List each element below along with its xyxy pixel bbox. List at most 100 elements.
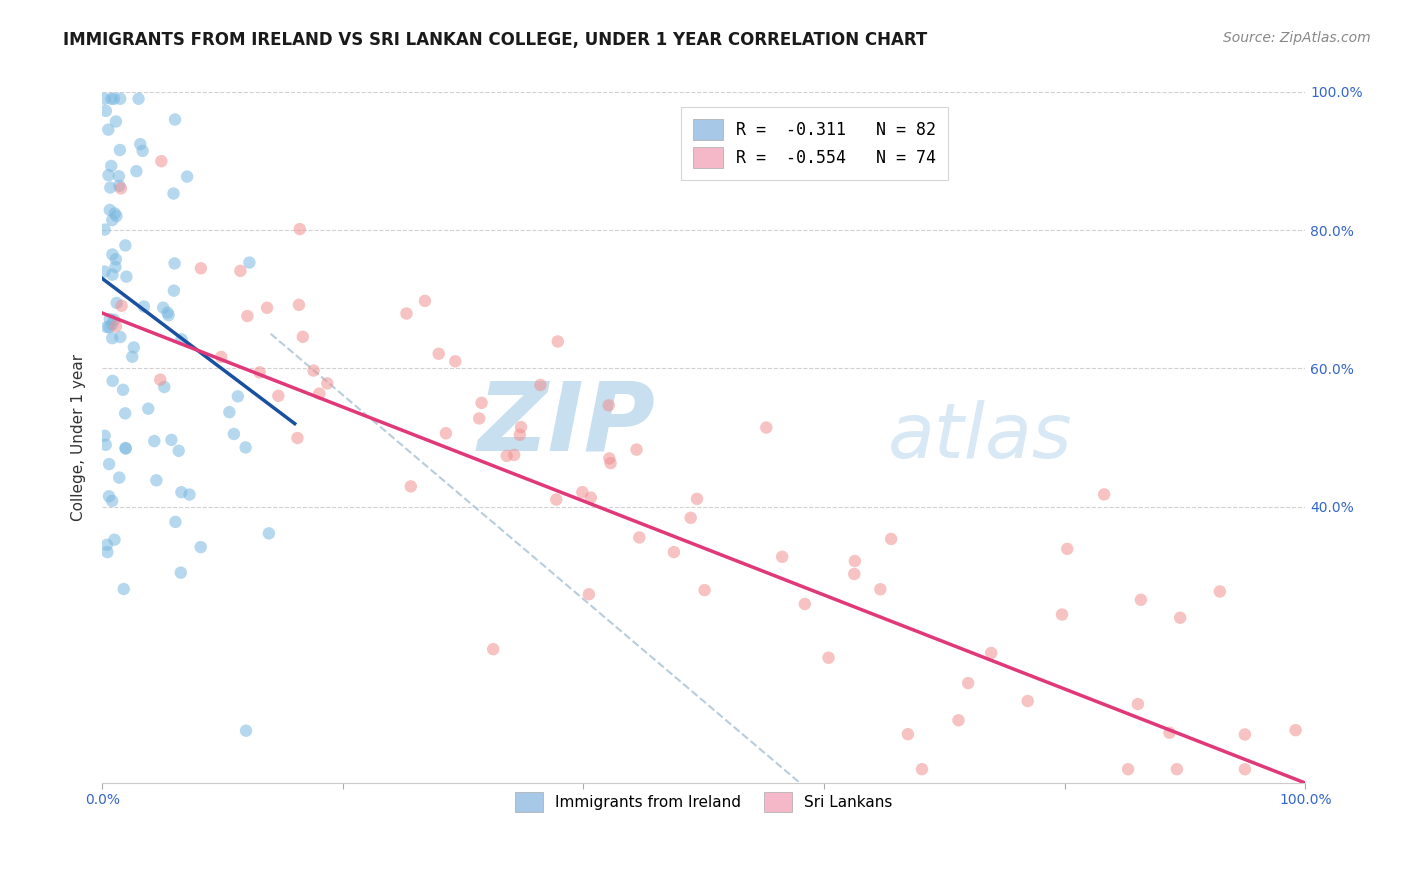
Point [136,401,159,416]
Point [93,428,115,442]
Point [101,247,124,261]
Point [628,531,651,545]
Point [110,181,132,195]
Point [165,515,187,529]
Text: ZIP: ZIP [478,377,655,470]
Point [869,582,891,597]
Point [108,470,131,484]
Point [100,92,122,106]
Point [190,540,212,554]
Point [238,255,260,269]
Point [170,485,193,500]
Point [686,491,709,506]
Point [444,354,467,368]
Point [115,269,138,284]
Point [1116,762,1139,776]
Point [1159,725,1181,739]
Point [482,642,505,657]
Point [427,347,450,361]
Point [844,554,866,568]
Point [291,330,314,344]
Point [104,114,127,128]
Point [844,567,866,582]
Point [249,365,271,379]
Point [170,332,193,346]
Point [114,238,136,252]
Point [1168,611,1191,625]
Y-axis label: College, Under 1 year: College, Under 1 year [72,354,86,521]
Point [256,301,278,315]
Point [1129,592,1152,607]
Point [302,363,325,377]
Point [495,449,517,463]
Point [316,376,339,391]
Point [1209,584,1232,599]
Point [94,103,117,118]
Point [308,386,330,401]
Point [547,334,569,349]
Point [93,264,115,278]
Point [96,545,118,559]
Point [626,442,648,457]
Point [399,479,422,493]
Point [103,313,125,327]
Point [114,442,136,456]
Point [209,350,232,364]
Point [1092,487,1115,501]
Point [471,396,494,410]
Point [287,431,309,445]
Point [957,676,980,690]
Point [434,426,457,441]
Point [112,582,135,596]
Point [145,473,167,487]
Point [817,650,839,665]
Text: atlas: atlas [889,401,1073,475]
Point [131,144,153,158]
Point [98,312,121,326]
Point [236,309,259,323]
Point [97,168,120,182]
Point [755,420,778,434]
Point [162,186,184,201]
Point [911,762,934,776]
Point [98,489,121,503]
Point [114,406,136,420]
Point [132,300,155,314]
Point [599,456,621,470]
Point [153,380,176,394]
Point [121,350,143,364]
Point [980,646,1002,660]
Point [578,587,600,601]
Point [98,202,121,217]
Point [598,451,620,466]
Point [152,301,174,315]
Point [108,178,131,193]
Point [1166,762,1188,776]
Point [176,169,198,184]
Point [101,331,124,345]
Point [880,532,903,546]
Point [598,398,620,412]
Point [770,549,793,564]
Point [104,260,127,274]
Point [108,169,131,184]
Point [163,256,186,270]
Point [1233,762,1256,776]
Point [468,411,491,425]
Point [94,438,117,452]
Point [167,443,190,458]
Point [112,383,135,397]
Point [104,252,127,267]
Point [104,206,127,220]
Point [98,180,121,194]
Point [149,373,172,387]
Point [529,378,551,392]
Point [1056,541,1078,556]
Point [101,494,124,508]
Point [222,426,245,441]
Point [1050,607,1073,622]
Point [114,441,136,455]
Point [98,320,121,334]
Legend: Immigrants from Ireland, Sri Lankans: Immigrants from Ireland, Sri Lankans [503,780,904,824]
Point [509,427,531,442]
